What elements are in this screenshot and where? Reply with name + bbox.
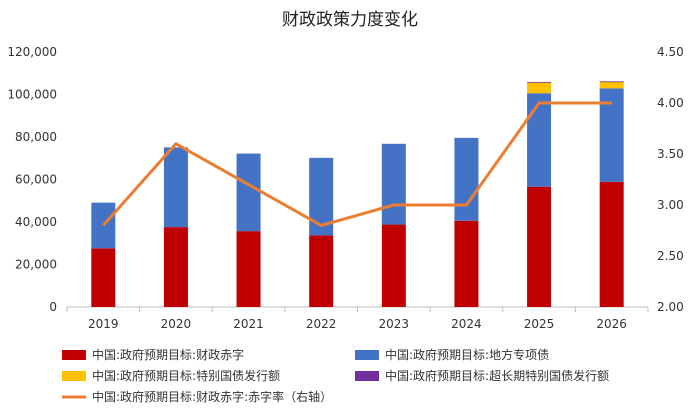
right-axis-tick-label: 4.50 [657, 45, 684, 59]
x-axis-tick-label: 2020 [161, 317, 192, 331]
legend-label: 中国:政府预期目标:特别国债发行额 [92, 368, 280, 383]
right-axis-tick-label: 4.00 [657, 96, 684, 110]
legend-swatch [62, 371, 86, 381]
bar-segment [309, 235, 334, 307]
bar-segment [527, 186, 552, 307]
right-axis-tick-label: 2.00 [657, 300, 684, 314]
axes-group: 0 20,000 40,000 60,000 80,000 100,000 120,000 2… [7, 45, 683, 331]
bars-group [91, 81, 624, 307]
legend: 中国:政府预期目标:财政赤字 中国:政府预期目标:地方专项债中国:政府预期目标:特… [62, 347, 609, 404]
legend-swatch [62, 350, 86, 360]
bar-segment [163, 147, 188, 228]
bar-segment [236, 153, 261, 232]
bar-segment [91, 202, 116, 249]
x-axis-tick-label: 2026 [596, 317, 627, 331]
right-axis-tick-label: 3.00 [657, 198, 684, 212]
legend-swatch [355, 350, 379, 360]
left-axis-tick-label: 60,000 [15, 173, 57, 187]
x-axis-tick-label: 2023 [379, 317, 410, 331]
right-axis-tick-label: 3.50 [657, 147, 684, 161]
x-axis-tick-label: 2022 [306, 317, 337, 331]
legend-label: 中国:政府预期目标:超长期特别国债发行额 [385, 368, 609, 383]
bar-segment [599, 81, 624, 83]
bar-segment [163, 227, 188, 307]
left-axis-tick-label: 40,000 [15, 215, 57, 229]
bar-segment [454, 137, 479, 221]
x-axis-tick-label: 2021 [233, 317, 264, 331]
left-axis-tick-label: 120,000 [7, 45, 57, 59]
left-axis-tick-label: 100,000 [7, 88, 57, 102]
x-axis-tick-label: 2025 [524, 317, 555, 331]
bar-segment [236, 231, 261, 307]
legend-label: 中国:政府预期目标:财政赤字:赤字率（右轴） [92, 389, 332, 404]
left-axis-tick-label: 0 [49, 300, 57, 314]
x-axis-tick-label: 2019 [88, 317, 119, 331]
legend-label: 中国:政府预期目标:财政赤字 [92, 347, 244, 362]
line-group [102, 101, 612, 227]
bar-segment [527, 81, 552, 83]
bar-segment [599, 181, 624, 307]
bar-segment [381, 224, 406, 307]
bar-segment [454, 220, 479, 307]
left-axis-tick-label: 20,000 [15, 258, 57, 272]
legend-swatch [355, 371, 379, 381]
bar-segment [527, 82, 552, 94]
right-axis-tick-label: 2.50 [657, 249, 684, 263]
chart-title: 财政政策力度变化 [282, 10, 418, 30]
bar-segment [91, 248, 116, 307]
bar-segment [599, 81, 624, 89]
left-axis-tick-label: 80,000 [15, 130, 57, 144]
x-axis-tick-label: 2024 [451, 317, 482, 331]
bar-segment [381, 143, 406, 225]
deficit-rate-line [102, 101, 612, 227]
legend-label: 中国:政府预期目标:地方专项债 [385, 347, 549, 362]
bar-segment [527, 93, 552, 187]
